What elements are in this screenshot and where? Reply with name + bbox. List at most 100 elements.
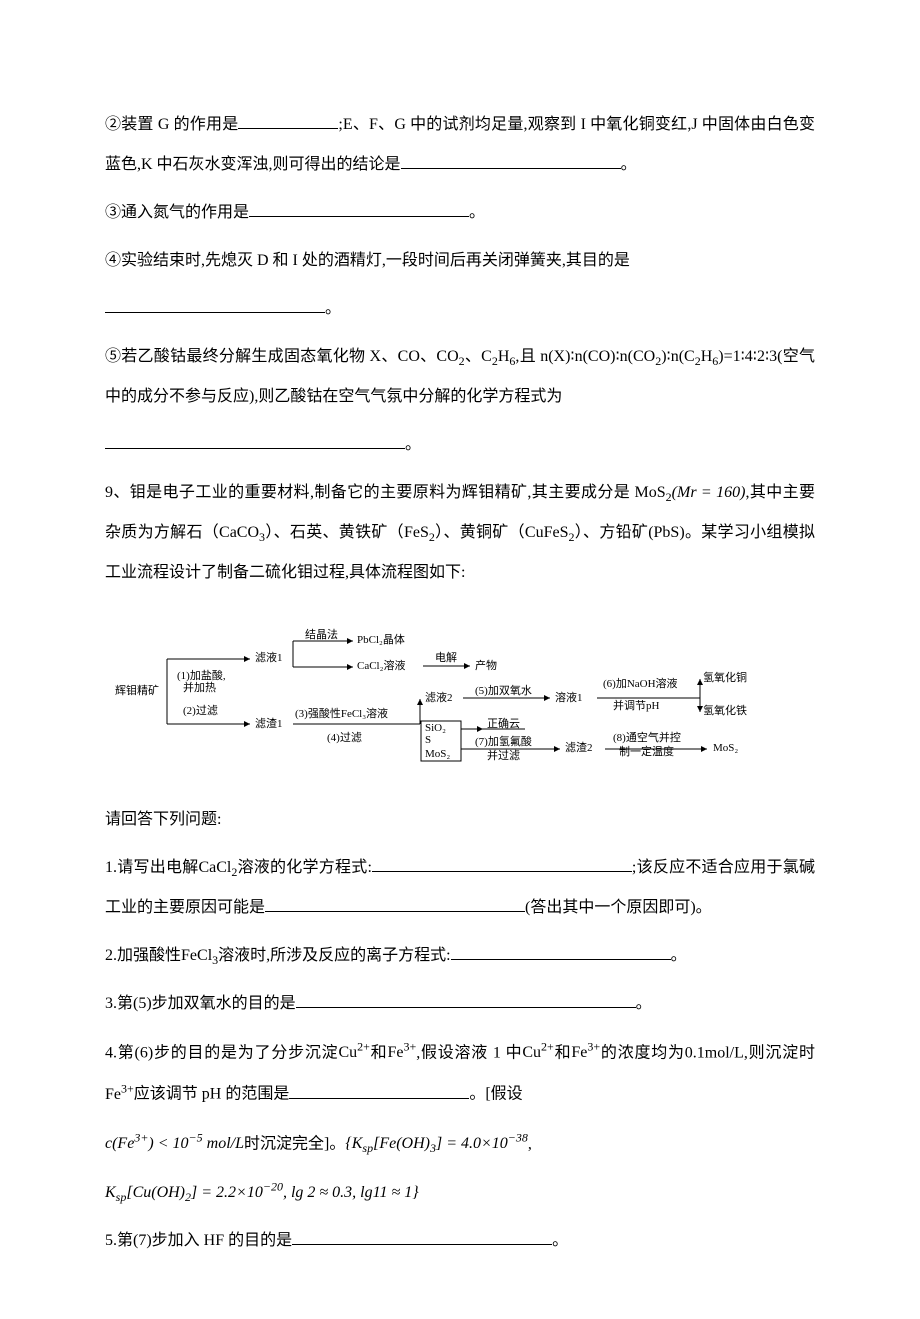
svg-text:(1)加盐酸,: (1)加盐酸, (177, 668, 226, 682)
fe3-a: Fe3+ (387, 1044, 416, 1061)
sq4-text-a: 4.第(6)步的目的是为了分步沉淀 (105, 1044, 338, 1061)
q3-text: ③通入氮气的作用是 (105, 204, 249, 221)
question-4: ④实验结束时,先熄灭 D 和 I 处的酒精灯,一段时间后再关闭弹簧夹,其目的是 (105, 241, 815, 281)
q2-text-a: ②装置 G 的作用是 (105, 116, 238, 133)
fecl3-formula: FeCl3 (181, 947, 218, 964)
cu2-b: Cu2+ (522, 1044, 553, 1061)
blank-8 (451, 943, 671, 960)
sq4c-text-b: , (528, 1135, 532, 1152)
question-3: ③通入氮气的作用是 。 (105, 193, 815, 233)
sq1-text-b: 溶液的化学方程式: (237, 859, 372, 876)
blank-6 (372, 855, 632, 872)
sq4-text-c: ,假设溶液 1 中 (416, 1044, 522, 1061)
blank-1 (238, 112, 338, 129)
svg-text:溶液1: 溶液1 (555, 690, 583, 704)
question-9: 9、钼是电子工业的重要材料,制备它的主要原料为辉钼精矿,其主要成分是 MoS2(… (105, 473, 815, 593)
blank-5 (105, 432, 405, 449)
svg-text:(5)加双氧水: (5)加双氧水 (475, 683, 532, 697)
svg-text:PbCl₂晶体: PbCl₂晶体 (357, 632, 405, 646)
svg-text:(3)强酸性FeCl₃溶液: (3)强酸性FeCl₃溶液 (295, 706, 388, 720)
process-flowchart: 辉钼精矿 (1)加盐酸, 并加热 (2)过滤 滤液1 滤渣1 结晶法 PbCl₂… (105, 605, 815, 788)
sub-question-5: 5.第(7)步加入 HF 的目的是 。 (105, 1221, 815, 1261)
svg-text:(2)过滤: (2)过滤 (183, 704, 218, 717)
q5-text-a: ⑤若乙酸钴最终分解生成固态氧化物 X、CO、CO (105, 348, 459, 365)
q9-text-d: ）、黄铜矿（CuFeS (435, 524, 569, 541)
blank-3 (249, 200, 469, 217)
svg-text:并加热: 并加热 (183, 680, 216, 694)
sq5-end: 。 (552, 1232, 568, 1249)
cu2-a: Cu2+ (338, 1044, 369, 1061)
blank-4 (105, 296, 325, 313)
svg-text:(8)通空气并控: (8)通空气并控 (613, 730, 681, 744)
sq4-text-g: 。[假设 (469, 1086, 522, 1103)
answer-prompt: 请回答下列问题: (105, 800, 815, 840)
svg-text:氢氧化铁: 氢氧化铁 (703, 703, 747, 717)
svg-text:(4)过滤: (4)过滤 (327, 731, 362, 744)
question-4-blank: 。 (105, 289, 815, 329)
sub-question-4-cont2: Ksp[Cu(OH)2] = 2.2×10−20, lg 2 ≈ 0.3, lg… (105, 1172, 815, 1213)
blank-9 (296, 991, 636, 1008)
sq4-text-b: 和 (370, 1044, 388, 1061)
svg-text:滤液1: 滤液1 (255, 650, 283, 664)
q5-text-c: H (498, 348, 510, 365)
cfe3-formula: c(Fe3+) < 10−5 mol/L (105, 1135, 244, 1152)
svg-text:辉钼精矿: 辉钼精矿 (115, 683, 159, 697)
q9-text-c: ）、石英、黄铁矿（FeS (265, 524, 429, 541)
q5-text-b: 、C (465, 348, 492, 365)
flowchart-svg: 辉钼精矿 (1)加盐酸, 并加热 (2)过滤 滤液1 滤渣1 结晶法 PbCl₂… (105, 609, 805, 784)
svg-text:并调节pH: 并调节pH (613, 698, 659, 712)
blank-2 (401, 152, 621, 169)
svg-text:滤渣2: 滤渣2 (565, 740, 593, 754)
sub-question-2: 2.加强酸性FeCl3溶液时,所涉及反应的离子方程式: 。 (105, 936, 815, 976)
svg-text:制一定温度: 制一定温度 (619, 744, 674, 758)
svg-text:并过滤: 并过滤 (487, 748, 520, 762)
sq1-text-d: (答出其中一个原因即可)。 (525, 899, 712, 916)
ksp-cu-formula: Ksp[Cu(OH)2] = 2.2×10−20, lg 2 ≈ 0.3, lg… (105, 1184, 419, 1201)
svg-text:正确云: 正确云 (487, 717, 520, 730)
sub-question-4-cont: c(Fe3+) < 10−5 mol/L时沉淀完全]。{Ksp[Fe(OH)3]… (105, 1123, 815, 1164)
question-5: ⑤若乙酸钴最终分解生成固态氧化物 X、CO、CO2、C2H6,且 n(X)∶n(… (105, 337, 815, 417)
sub-question-1: 1.请写出电解CaCl2溶液的化学方程式:;该反应不适合应用于氯碱工业的主要原因… (105, 848, 815, 928)
svg-text:产物: 产物 (475, 658, 497, 672)
sq1-text-a: 1.请写出电解 (105, 859, 198, 876)
svg-text:电解: 电解 (435, 650, 457, 664)
fe3-b: Fe3+ (571, 1044, 600, 1061)
sub-question-3: 3.第(5)步加双氧水的目的是 。 (105, 984, 815, 1024)
sq4-text-e: 的浓度均为0.1mol/L,则沉淀时 (600, 1044, 815, 1061)
svg-text:氢氧化铜: 氢氧化铜 (703, 670, 747, 684)
sq4-text-d: 和 (554, 1044, 572, 1061)
svg-text:结晶法: 结晶法 (305, 627, 338, 641)
svg-text:SiO₂: SiO₂ (425, 722, 446, 734)
sq3-end: 。 (636, 995, 652, 1012)
svg-text:S: S (425, 734, 431, 746)
sub-question-4: 4.第(6)步的目的是为了分步沉淀Cu2+和Fe3+,假设溶液 1 中Cu2+和… (105, 1032, 815, 1115)
q5-text-f: H (701, 348, 713, 365)
q5-text-d: ,且 n(X)∶n(CO)∶n(CO (515, 348, 655, 365)
blank-7 (265, 895, 525, 912)
ksp-fe-formula: {Ksp[Fe(OH)3] = 4.0×10−38 (345, 1135, 528, 1152)
svg-text:MoS₂: MoS₂ (713, 742, 738, 754)
q4-text: ④实验结束时,先熄灭 D 和 I 处的酒精灯,一段时间后再关闭弹簧夹,其目的是 (105, 252, 630, 269)
sq2-text-b: 溶液时,所涉及反应的离子方程式: (218, 947, 450, 964)
svg-text:CaCl₂溶液: CaCl₂溶液 (357, 658, 405, 672)
question-5-blank: 。 (105, 425, 815, 465)
q3-end: 。 (469, 204, 485, 221)
sq2-text-a: 2.加强酸性 (105, 947, 181, 964)
svg-text:滤液2: 滤液2 (425, 690, 453, 704)
sq3-text: 3.第(5)步加双氧水的目的是 (105, 995, 296, 1012)
blank-11 (292, 1228, 552, 1245)
sq2-end: 。 (671, 947, 687, 964)
sq5-text: 5.第(7)步加入 HF 的目的是 (105, 1232, 292, 1249)
q2-end: 。 (621, 156, 637, 173)
formula-mos2: MoS2(Mr = 160) (635, 484, 746, 501)
svg-text:滤渣1: 滤渣1 (255, 716, 283, 730)
sq4c-text-a: 时沉淀完全]。 (244, 1135, 345, 1152)
answer-prompt-text: 请回答下列问题: (105, 811, 221, 828)
svg-text:(6)加NaOH溶液: (6)加NaOH溶液 (603, 676, 678, 690)
q5-end: 。 (405, 436, 421, 453)
sq4-text-f: 应该调节 pH 的范围是 (134, 1086, 290, 1103)
q9-text-a: 9、钼是电子工业的重要材料,制备它的主要原料为辉钼精矿,其主要成分是 (105, 484, 630, 501)
svg-text:(7)加氢氟酸: (7)加氢氟酸 (475, 734, 532, 748)
blank-10 (289, 1082, 469, 1099)
q5-text-e: )∶n(C (661, 348, 695, 365)
